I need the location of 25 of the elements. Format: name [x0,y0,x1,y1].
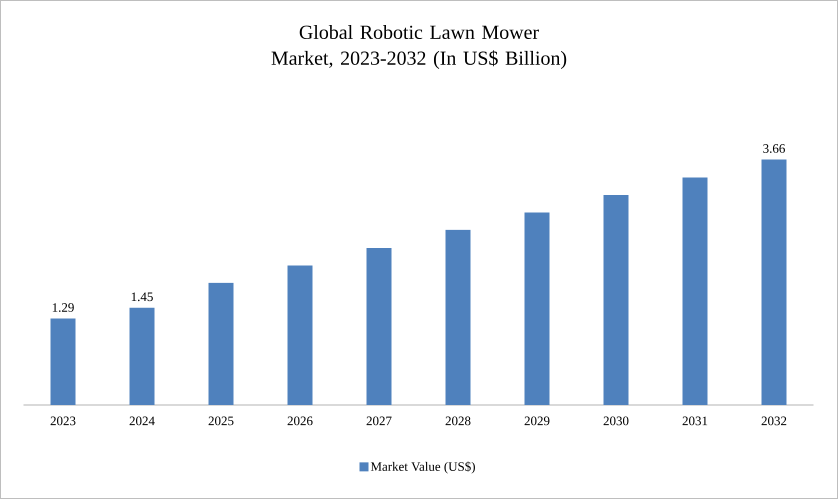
x-tick-label: 2031 [682,416,708,426]
x-tick-label: 2024 [130,416,155,426]
bar [524,212,550,405]
chart-title: Global Robotic Lawn Mower Market, 2023-2032 (In US$ Billion) [272,25,566,69]
x-tick-label: 2030 [604,416,628,426]
bar [208,282,234,405]
x-tick-label: 2023 [50,416,76,426]
x-tick-label: 2025 [208,416,234,426]
data-label: 3.66 [763,144,785,153]
x-tick-label: 2028 [446,416,470,426]
x-tick-label: 2032 [762,416,786,426]
bar [130,308,155,405]
bar [604,195,629,405]
bar [682,178,708,405]
x-tick-label: 2027 [366,416,392,426]
bar [50,318,76,405]
data-label: 1.29 [52,303,74,312]
bar [446,230,471,405]
x-tick-label: 2026 [288,416,313,426]
bar [288,265,313,405]
bar [366,248,392,405]
bar [762,159,786,405]
data-label: 1.45 [132,292,153,302]
x-tick-label: 2029 [524,416,550,426]
legend-label: Market Value (US$) [370,461,475,474]
